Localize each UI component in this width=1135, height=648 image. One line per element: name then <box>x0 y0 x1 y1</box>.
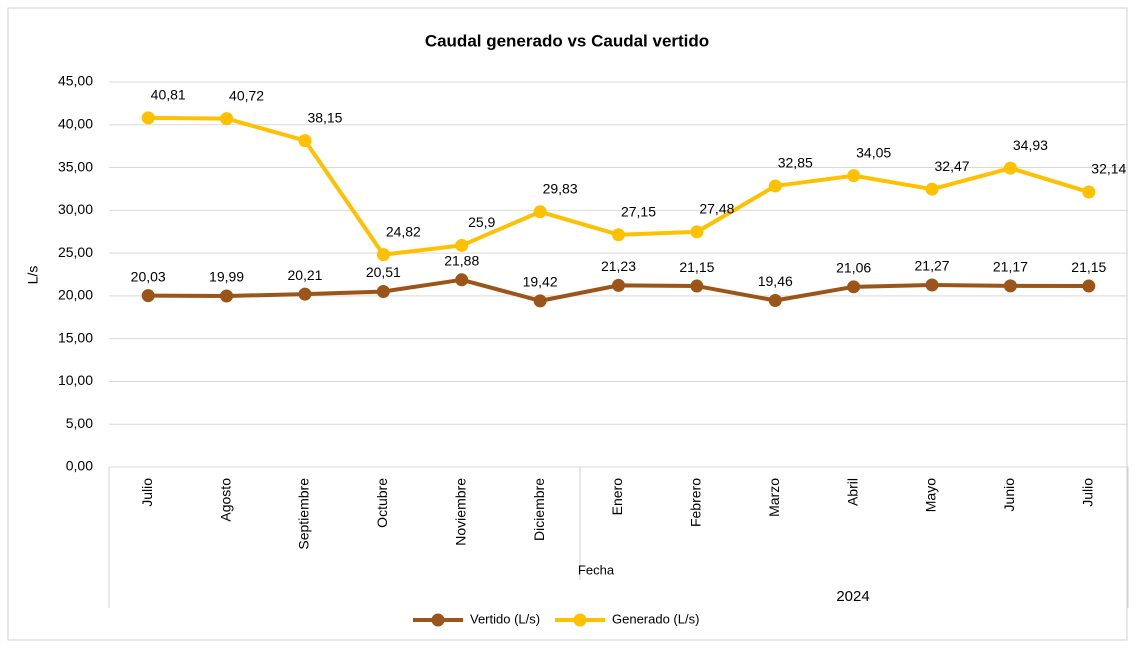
x-tick-label: Julio <box>139 478 155 507</box>
data-point <box>1082 279 1096 293</box>
legend-label: Vertido (L/s) <box>470 611 540 626</box>
data-label: 21,15 <box>679 259 714 275</box>
y-tick-label: 30,00 <box>58 201 93 217</box>
x-tick-label: Marzo <box>766 478 782 517</box>
data-label: 32,14 <box>1091 161 1126 177</box>
data-label: 27,48 <box>699 201 734 217</box>
data-point <box>533 205 547 219</box>
x-tick-label: Agosto <box>217 478 233 522</box>
data-point <box>298 287 312 301</box>
x-tick-label: Noviembre <box>452 478 468 546</box>
x-group-label: 2024 <box>836 588 869 605</box>
data-label: 32,47 <box>935 158 970 174</box>
x-tick-label: Enero <box>609 478 625 516</box>
legend-label: Generado (L/s) <box>612 611 699 626</box>
data-point <box>533 294 547 308</box>
data-label: 21,17 <box>993 259 1028 275</box>
data-point <box>298 134 312 148</box>
data-point <box>690 279 704 293</box>
chart-frame <box>7 7 1128 641</box>
data-label: 20,21 <box>287 267 322 283</box>
x-tick-label: Febrero <box>688 478 704 527</box>
y-tick-label: 40,00 <box>58 115 93 131</box>
x-tick-label: Septiembre <box>296 478 312 550</box>
data-point <box>220 112 234 126</box>
data-label: 38,15 <box>307 109 342 125</box>
data-point <box>612 228 625 242</box>
x-tick-label: Octubre <box>374 478 390 528</box>
data-point <box>768 179 782 193</box>
data-point <box>1003 161 1017 175</box>
data-label: 34,93 <box>1013 137 1048 153</box>
legend-marker <box>573 613 587 627</box>
x-tick-label: Abril <box>844 478 860 506</box>
data-label: 21,23 <box>601 258 636 274</box>
data-label: 40,72 <box>229 87 264 103</box>
data-label: 29,83 <box>543 180 578 196</box>
data-point <box>768 294 782 308</box>
data-label: 24,82 <box>386 223 421 239</box>
data-label: 40,81 <box>151 87 186 103</box>
y-tick-label: 5,00 <box>66 415 93 431</box>
x-tick-label: Mayo <box>923 478 939 512</box>
data-label: 20,03 <box>131 268 166 284</box>
data-label: 21,15 <box>1071 259 1106 275</box>
y-tick-label: 10,00 <box>58 372 93 388</box>
legend-marker <box>431 613 445 627</box>
data-point <box>1082 185 1096 199</box>
chart-title: Caudal generado vs Caudal vertido <box>425 31 709 50</box>
data-label: 27,15 <box>621 203 656 219</box>
data-point <box>690 225 704 239</box>
data-point <box>1003 279 1017 293</box>
data-point <box>141 289 155 303</box>
data-point <box>612 278 625 292</box>
data-point <box>847 169 861 183</box>
y-tick-label: 0,00 <box>66 458 93 474</box>
data-label: 25,9 <box>468 214 495 230</box>
data-point <box>141 111 155 125</box>
data-label: 19,42 <box>523 274 558 290</box>
data-point <box>455 273 469 287</box>
x-axis-label: Fecha <box>578 562 615 577</box>
data-point <box>925 182 939 196</box>
data-point <box>847 280 861 294</box>
y-tick-label: 25,00 <box>58 244 93 260</box>
y-tick-label: 35,00 <box>58 158 93 174</box>
data-label: 21,06 <box>836 260 871 276</box>
data-label: 21,27 <box>915 258 950 274</box>
data-point <box>455 238 469 252</box>
x-tick-label: Julio <box>1080 478 1096 507</box>
data-label: 19,46 <box>758 273 793 289</box>
data-label: 32,85 <box>778 155 813 171</box>
x-tick-label: Diciembre <box>531 478 547 541</box>
data-point <box>220 289 234 303</box>
y-axis-label: L/s <box>25 266 41 285</box>
x-tick-label: Junio <box>1001 478 1017 512</box>
data-point <box>925 278 939 292</box>
data-point <box>376 285 390 299</box>
y-tick-label: 45,00 <box>58 73 93 89</box>
data-label: 19,99 <box>209 269 244 285</box>
y-tick-label: 15,00 <box>58 329 93 345</box>
data-point <box>376 248 390 262</box>
y-tick-label: 20,00 <box>58 287 93 303</box>
data-label: 20,51 <box>366 264 401 280</box>
data-label: 21,88 <box>444 253 479 269</box>
data-label: 34,05 <box>856 144 891 160</box>
